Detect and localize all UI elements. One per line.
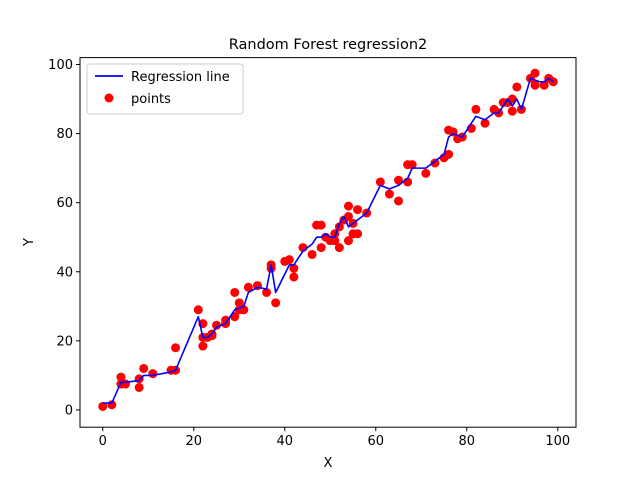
data-point: [221, 315, 231, 325]
y-tick-label: 100: [48, 58, 73, 73]
data-point: [530, 68, 540, 78]
data-point: [230, 287, 240, 297]
y-tick-label: 60: [56, 196, 73, 211]
y-tick-label: 40: [56, 265, 73, 280]
axis-ticks: 0 20 40 60 80 100 0 20 40 60 80 100: [48, 58, 570, 449]
legend-label-regression-line: Regression line: [131, 70, 230, 85]
data-point: [116, 372, 126, 382]
data-point: [430, 158, 440, 168]
axes-frame: [79, 57, 577, 428]
data-point: [134, 382, 144, 392]
legend-label-points: points: [131, 92, 171, 107]
data-point: [343, 236, 353, 246]
data-point: [134, 374, 144, 384]
plot-area: [98, 68, 558, 411]
data-point: [234, 298, 244, 308]
x-tick-label: 0: [99, 434, 107, 449]
x-tick-label: 20: [185, 434, 202, 449]
regression-line: [102, 77, 554, 404]
data-point: [316, 220, 326, 230]
data-point: [407, 160, 417, 170]
legend: Regression line points: [86, 63, 244, 115]
data-point: [193, 305, 203, 315]
data-point: [471, 104, 481, 114]
data-point: [353, 229, 363, 239]
data-point: [262, 287, 272, 297]
data-point: [171, 343, 181, 353]
data-point: [480, 118, 490, 128]
data-point: [334, 243, 344, 253]
x-tick-label: 80: [459, 434, 476, 449]
data-point: [530, 80, 540, 90]
x-tick-label: 40: [276, 434, 293, 449]
y-tick-label: 20: [56, 334, 73, 349]
data-point: [307, 249, 317, 259]
legend-box: [86, 63, 244, 115]
data-point: [243, 282, 253, 292]
data-point: [212, 320, 222, 330]
data-point: [207, 331, 217, 341]
data-point: [394, 175, 404, 185]
x-tick-label: 100: [545, 434, 570, 449]
y-tick-label: 80: [56, 127, 73, 142]
x-tick-label: 60: [368, 434, 385, 449]
data-point: [121, 379, 130, 389]
data-point: [330, 236, 340, 246]
data-point: [343, 201, 353, 211]
data-point: [507, 106, 517, 116]
data-point: [271, 298, 281, 308]
data-point: [289, 272, 299, 282]
data-point: [512, 82, 522, 92]
data-point: [343, 211, 353, 221]
data-point: [444, 149, 454, 159]
x-axis-label: X: [324, 456, 333, 471]
data-point: [198, 341, 208, 351]
data-point: [316, 243, 326, 253]
data-point: [394, 196, 404, 206]
data-point: [375, 177, 385, 187]
data-point: [384, 189, 394, 199]
data-point: [289, 263, 299, 273]
data-point: [284, 255, 294, 265]
chart-title: Random Forest regression2: [229, 37, 428, 53]
data-point: [421, 168, 431, 178]
y-tick-label: 0: [65, 403, 73, 418]
data-point: [148, 369, 158, 379]
data-point: [353, 205, 363, 215]
data-point: [539, 80, 549, 90]
legend-point-marker: [104, 93, 114, 103]
y-axis-label: Y: [22, 238, 37, 247]
data-point: [98, 401, 108, 411]
data-point: [139, 363, 149, 373]
